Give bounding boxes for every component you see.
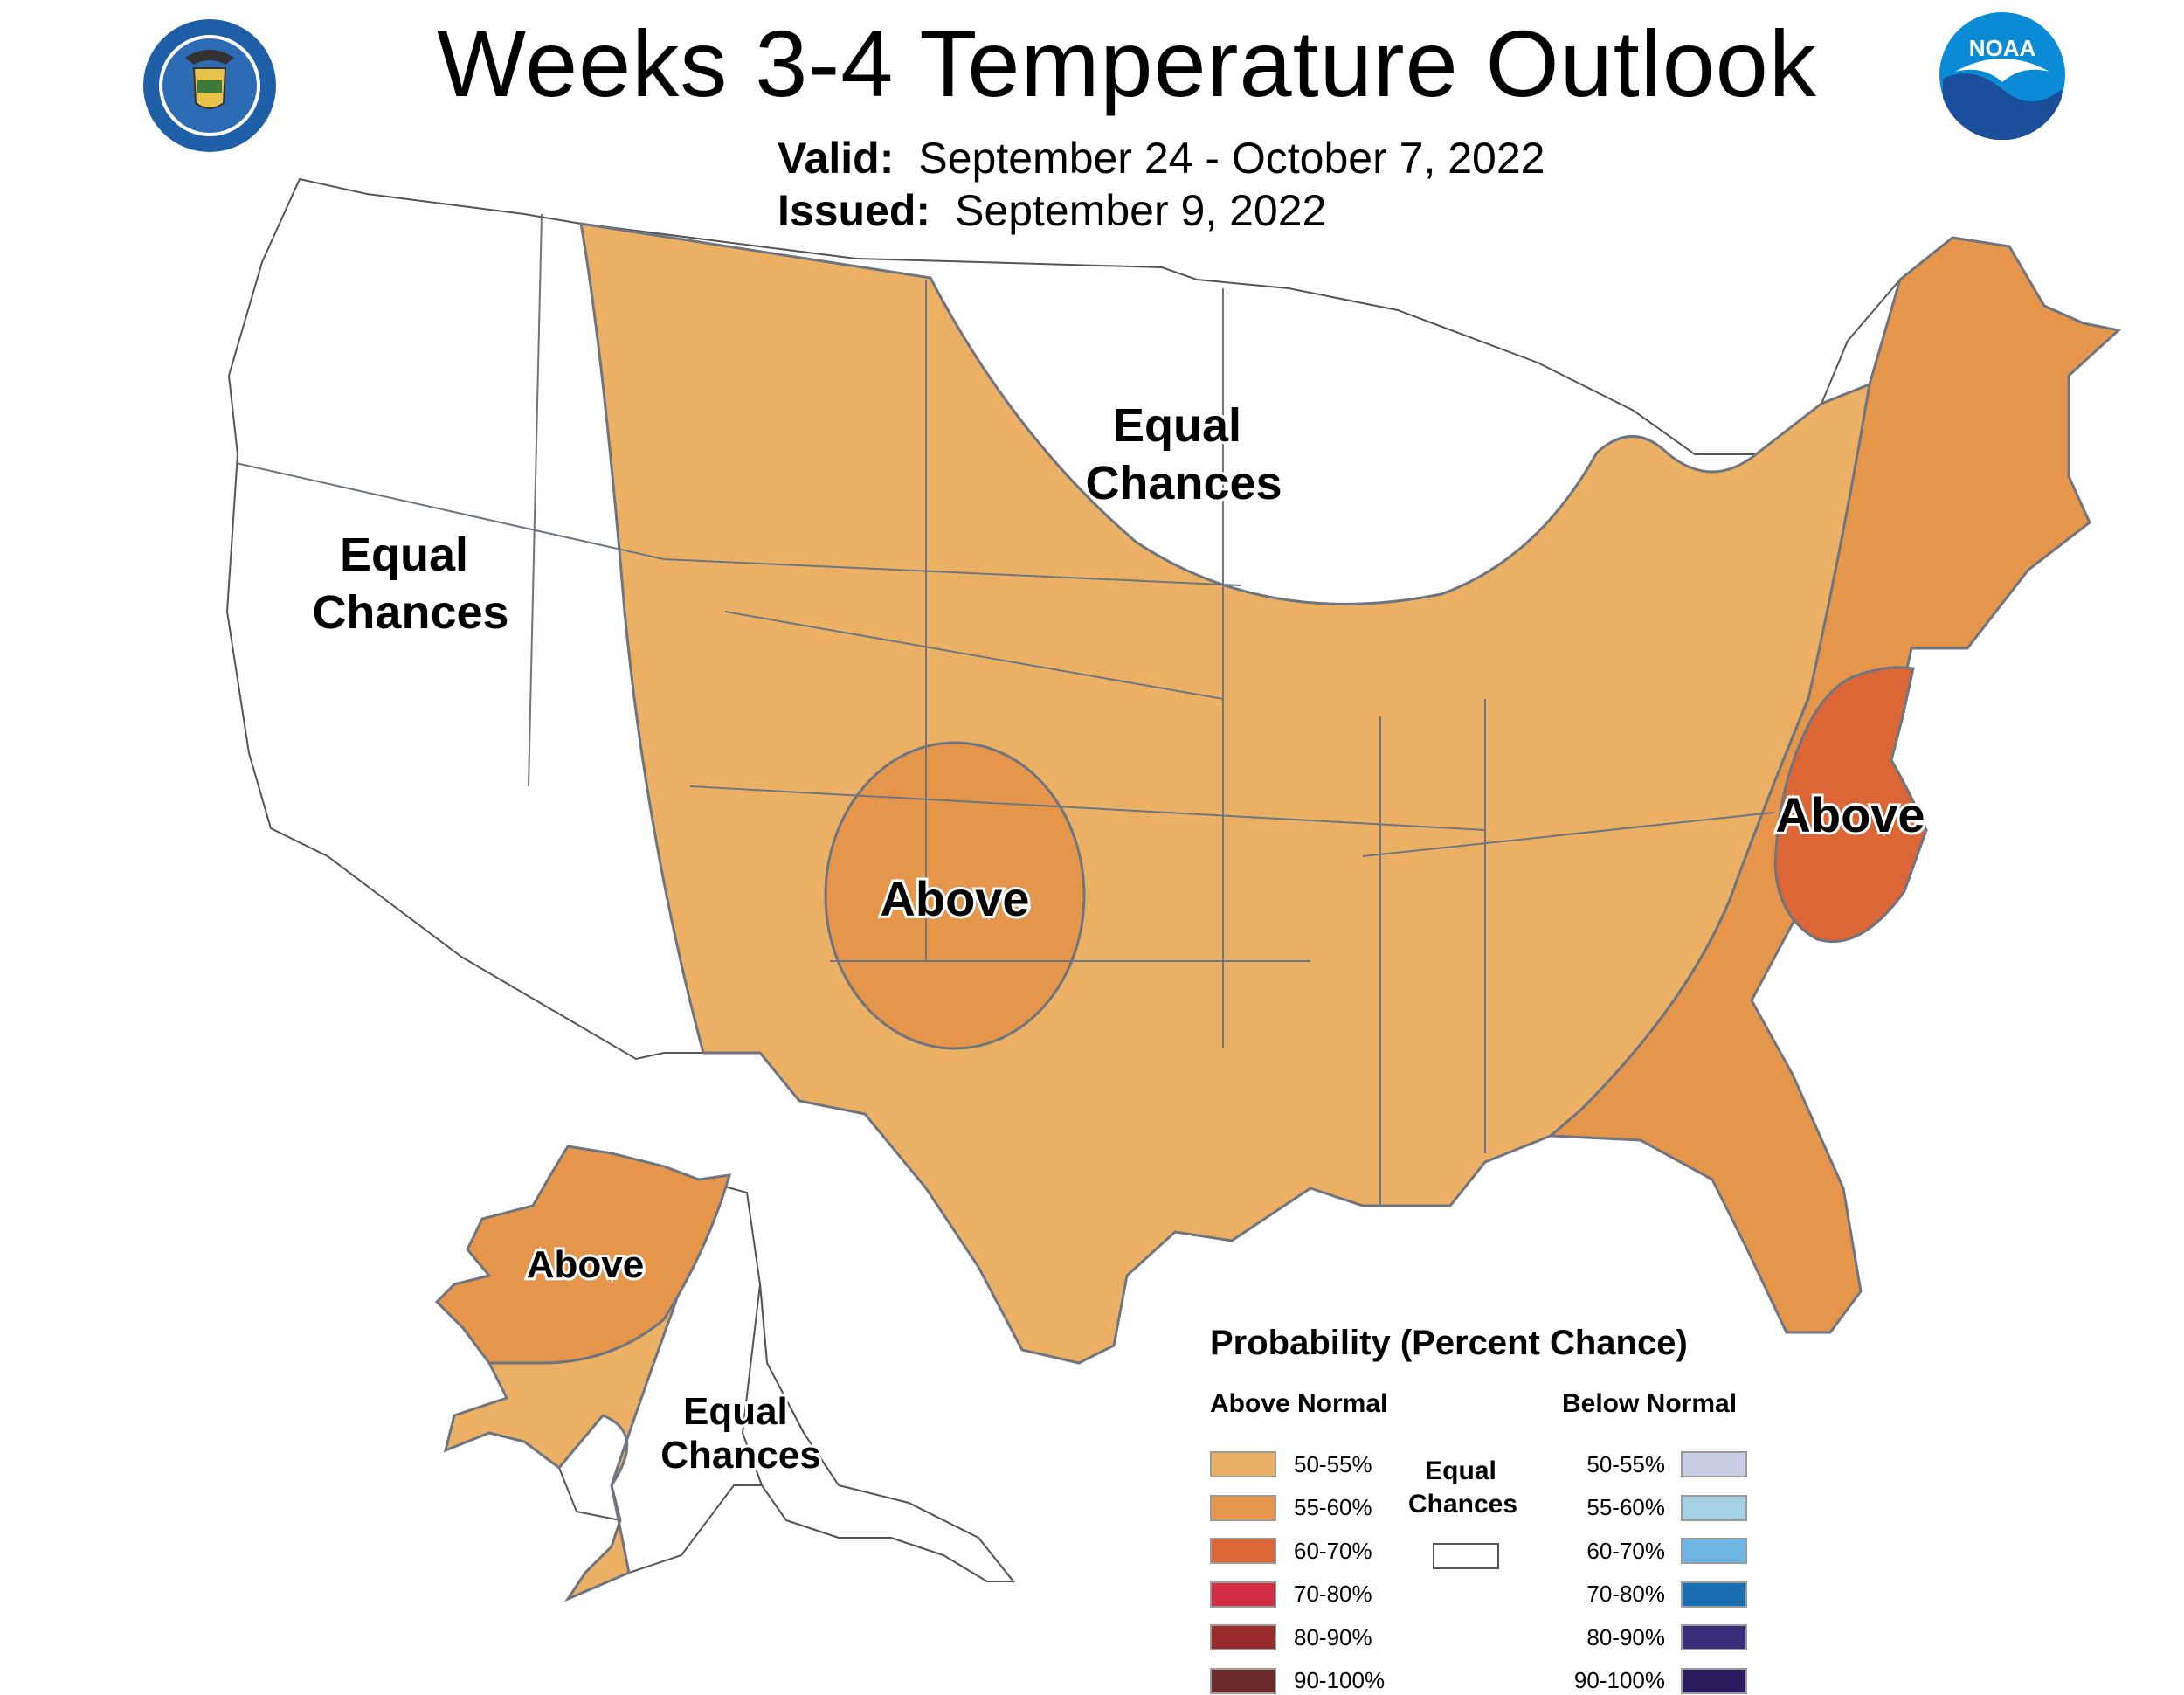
label-north-equal-chances: Equal Chances [1085,399,1282,509]
legend-swatch [1210,1581,1276,1608]
legend-above-row: 60-70% [1210,1537,1372,1565]
label-east-above: Above [1775,787,1925,842]
state-boundaries [235,213,1774,1206]
legend-label: 50-55% [1294,1450,1372,1477]
legend-above-heading: Above Normal [1210,1389,1388,1418]
legend-equal-chances-label: Equal Chances [1408,1455,1518,1521]
legend-label: 70-80% [1294,1581,1372,1607]
label-alaska-equal-line2: Chances [660,1434,820,1477]
legend-above-row: 55-60% [1210,1494,1372,1522]
legend-label: 55-60% [1586,1494,1665,1520]
noaa-logo-icon: NOAA [1939,12,2065,140]
legend-label: 60-70% [1586,1537,1665,1564]
label-plains-above: Above [880,871,1029,926]
legend-below-heading: Below Normal [1562,1389,1738,1418]
label-west-equal-line2: Chances [312,586,508,639]
legend-swatch [1210,1494,1276,1521]
legend-label: 50-55% [1586,1450,1665,1477]
valid-value: September 24 - October 7, 2022 [918,134,1545,183]
legend-below-row: 60-70% [1564,1537,1747,1565]
above-55-60-region-plains [824,741,1086,1050]
legend-label: 80-90% [1586,1623,1665,1650]
legend-swatch [1681,1581,1747,1608]
legend-below-row: 90-100% [1564,1667,1747,1695]
page-title: Weeks 3-4 Temperature Outlook [437,10,1817,116]
legend-above-row: 80-90% [1210,1623,1372,1651]
legend-label: 90-100% [1294,1667,1386,1693]
legend-label: 70-80% [1586,1581,1665,1607]
issued-value: September 9, 2022 [955,186,1327,235]
noaa-logo-text: NOAA [1969,35,2036,61]
legend-label: 90-100% [1573,1667,1665,1693]
legend-below-row: 50-55% [1564,1450,1747,1478]
issued-label: Issued: [778,186,931,235]
legend-swatch [1681,1667,1747,1694]
legend-title: Probability (Percent Chance) [1210,1324,1688,1362]
legend-swatch [1210,1538,1276,1564]
legend-swatch [1210,1451,1276,1477]
alaska-panhandle [741,1283,1016,1582]
above-60-70-region-east [1773,666,1928,944]
legend-above-row: 50-55% [1210,1450,1372,1478]
legend-below-row: 80-90% [1564,1623,1747,1651]
label-alaska-above: Above [527,1243,644,1286]
commerce-seal-icon [143,19,276,152]
legend-swatch [1210,1624,1276,1650]
label-north-equal-line2: Chances [1085,457,1282,509]
label-alaska-equal-chances: Equal Chances [660,1390,820,1477]
label-west-equal-chances: Equal Chances [312,529,508,639]
label-alaska-equal-line1: Equal [683,1390,788,1433]
issued-date: Issued: September 9, 2022 [778,185,1326,236]
legend-swatch [1681,1494,1747,1521]
legend-label: 60-70% [1294,1537,1372,1564]
legend-above-row: 90-100% [1210,1667,1385,1695]
valid-label: Valid: [778,134,895,183]
legend-equal-line2: Chances [1408,1490,1518,1519]
above-55-60-region-alaska [434,1145,732,1365]
legend-below-row: 55-60% [1564,1494,1747,1522]
label-north-equal-line1: Equal [1113,399,1241,452]
legend-swatch [1681,1451,1747,1477]
legend-swatch [1681,1624,1747,1650]
legend-label: 55-60% [1294,1494,1372,1520]
legend-below-row: 70-80% [1564,1581,1747,1609]
legend-label: 80-90% [1294,1623,1372,1650]
legend-swatch [1681,1538,1747,1564]
legend-equal-line1: Equal [1425,1456,1496,1485]
legend-swatch [1210,1667,1276,1694]
legend-above-row: 70-80% [1210,1581,1372,1609]
valid-dates: Valid: September 24 - October 7, 2022 [778,133,1545,183]
legend-equal-chances-swatch [1433,1543,1499,1569]
label-west-equal-line1: Equal [340,529,468,581]
